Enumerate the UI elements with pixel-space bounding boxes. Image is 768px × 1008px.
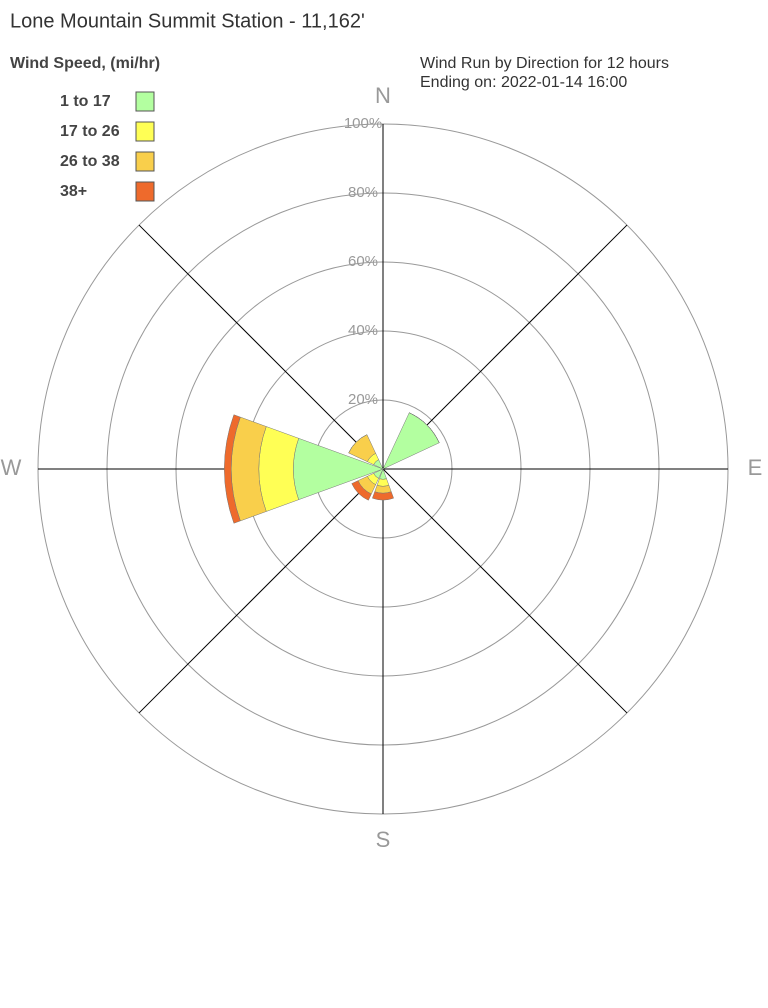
legend-label: 1 to 17 — [60, 93, 111, 110]
spoke — [138, 468, 384, 714]
r-tick-label: 20% — [348, 391, 378, 408]
legend-swatch — [135, 181, 155, 202]
direction-label: E — [748, 455, 763, 480]
wedge-segment — [372, 491, 394, 501]
r-tick-label: 80% — [348, 184, 378, 201]
direction-label: S — [376, 827, 391, 852]
r-tick-label: 100% — [344, 115, 382, 132]
spoke — [138, 224, 384, 470]
legend-swatch — [135, 121, 155, 142]
wedge-segment — [224, 414, 241, 524]
legend-title: Wind Speed, (mi/hr) — [10, 55, 160, 72]
legend-swatch — [135, 91, 155, 112]
legend-swatch — [135, 151, 155, 172]
legend-label: 26 to 38 — [60, 153, 120, 170]
wedge-segment — [409, 412, 440, 443]
direction-label: N — [375, 83, 391, 108]
chart-title: Lone Mountain Summit Station - 11,162' — [10, 10, 365, 32]
subtitle: Wind Run by Direction for 12 hours — [420, 55, 669, 72]
direction-label: W — [1, 455, 22, 480]
wedge-segment — [376, 478, 390, 487]
r-tick-label: 60% — [348, 253, 378, 270]
wedge-segment — [258, 426, 300, 512]
wedge-segment — [374, 484, 392, 494]
legend-label: 38+ — [60, 183, 87, 200]
legend-label: 17 to 26 — [60, 123, 120, 140]
r-tick-label: 40% — [348, 322, 378, 339]
wedge-segment — [351, 480, 372, 501]
spoke — [382, 468, 628, 714]
subtitle: Ending on: 2022-01-14 16:00 — [420, 74, 627, 91]
